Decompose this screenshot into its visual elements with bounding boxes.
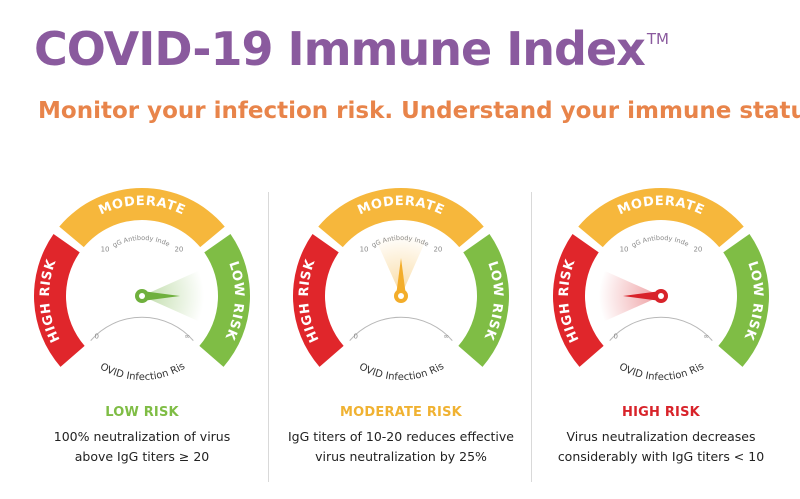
moderate-segment — [59, 188, 225, 248]
scale-arc — [90, 316, 194, 341]
tick-ten: 10 — [620, 246, 629, 254]
scale-arc — [349, 316, 453, 341]
moderate-segment — [578, 188, 744, 248]
panel-divider — [268, 192, 269, 482]
needle-hub-center — [139, 293, 145, 299]
moderate-segment — [318, 188, 484, 248]
panel-description: Virus neutralization decreases considera… — [526, 427, 796, 467]
gauge-needle — [142, 291, 180, 301]
tick-zero: 0 — [94, 332, 98, 340]
tick-twenty: 20 — [693, 246, 702, 254]
description-line: IgG titers of 10-20 reduces effective — [288, 429, 514, 444]
tick-ten: 10 — [360, 246, 369, 254]
gauge-needle — [623, 291, 661, 301]
high-risk-segment — [292, 234, 344, 367]
low-risk-segment — [718, 234, 770, 367]
gauge-needle — [396, 258, 406, 296]
description-line: above IgG titers ≥ 20 — [74, 449, 210, 464]
trademark-symbol: TM — [646, 30, 669, 48]
description-line: Virus neutralization decreases — [566, 429, 756, 444]
high-risk-segment — [552, 234, 604, 367]
tick-infinity: ∞ — [184, 332, 190, 340]
description-line: 100% neutralization of virus — [53, 429, 231, 444]
panel-risk-label: MODERATE RISK — [340, 405, 462, 420]
panel-risk-label: HIGH RISK — [622, 405, 700, 420]
needle-hub-center — [398, 293, 404, 299]
needle-hub-center — [658, 293, 664, 299]
panel-risk-label: LOW RISK — [105, 405, 179, 420]
description-line: virus neutralization by 25% — [315, 449, 487, 464]
scale-arc — [609, 316, 713, 341]
tick-twenty: 20 — [433, 246, 442, 254]
tick-infinity: ∞ — [443, 332, 449, 340]
tick-infinity: ∞ — [703, 332, 709, 340]
low-risk-segment — [458, 234, 510, 367]
tick-zero: 0 — [353, 332, 357, 340]
tick-twenty: 20 — [174, 246, 183, 254]
description-line: considerably with IgG titers < 10 — [557, 449, 765, 464]
high-risk-segment — [33, 234, 85, 367]
low-risk-segment — [199, 234, 251, 367]
panel-description: 100% neutralization of virus above IgG t… — [7, 427, 277, 467]
page-title: COVID-19 Immune Index TM — [34, 22, 669, 76]
panel-description: IgG titers of 10-20 reduces effective vi… — [266, 427, 536, 467]
tick-ten: 10 — [101, 246, 110, 254]
page-subtitle: Monitor your infection risk. Understand … — [38, 98, 800, 124]
title-text: COVID-19 Immune Index — [34, 22, 646, 76]
tick-zero: 0 — [613, 332, 617, 340]
panel-divider — [531, 192, 532, 482]
